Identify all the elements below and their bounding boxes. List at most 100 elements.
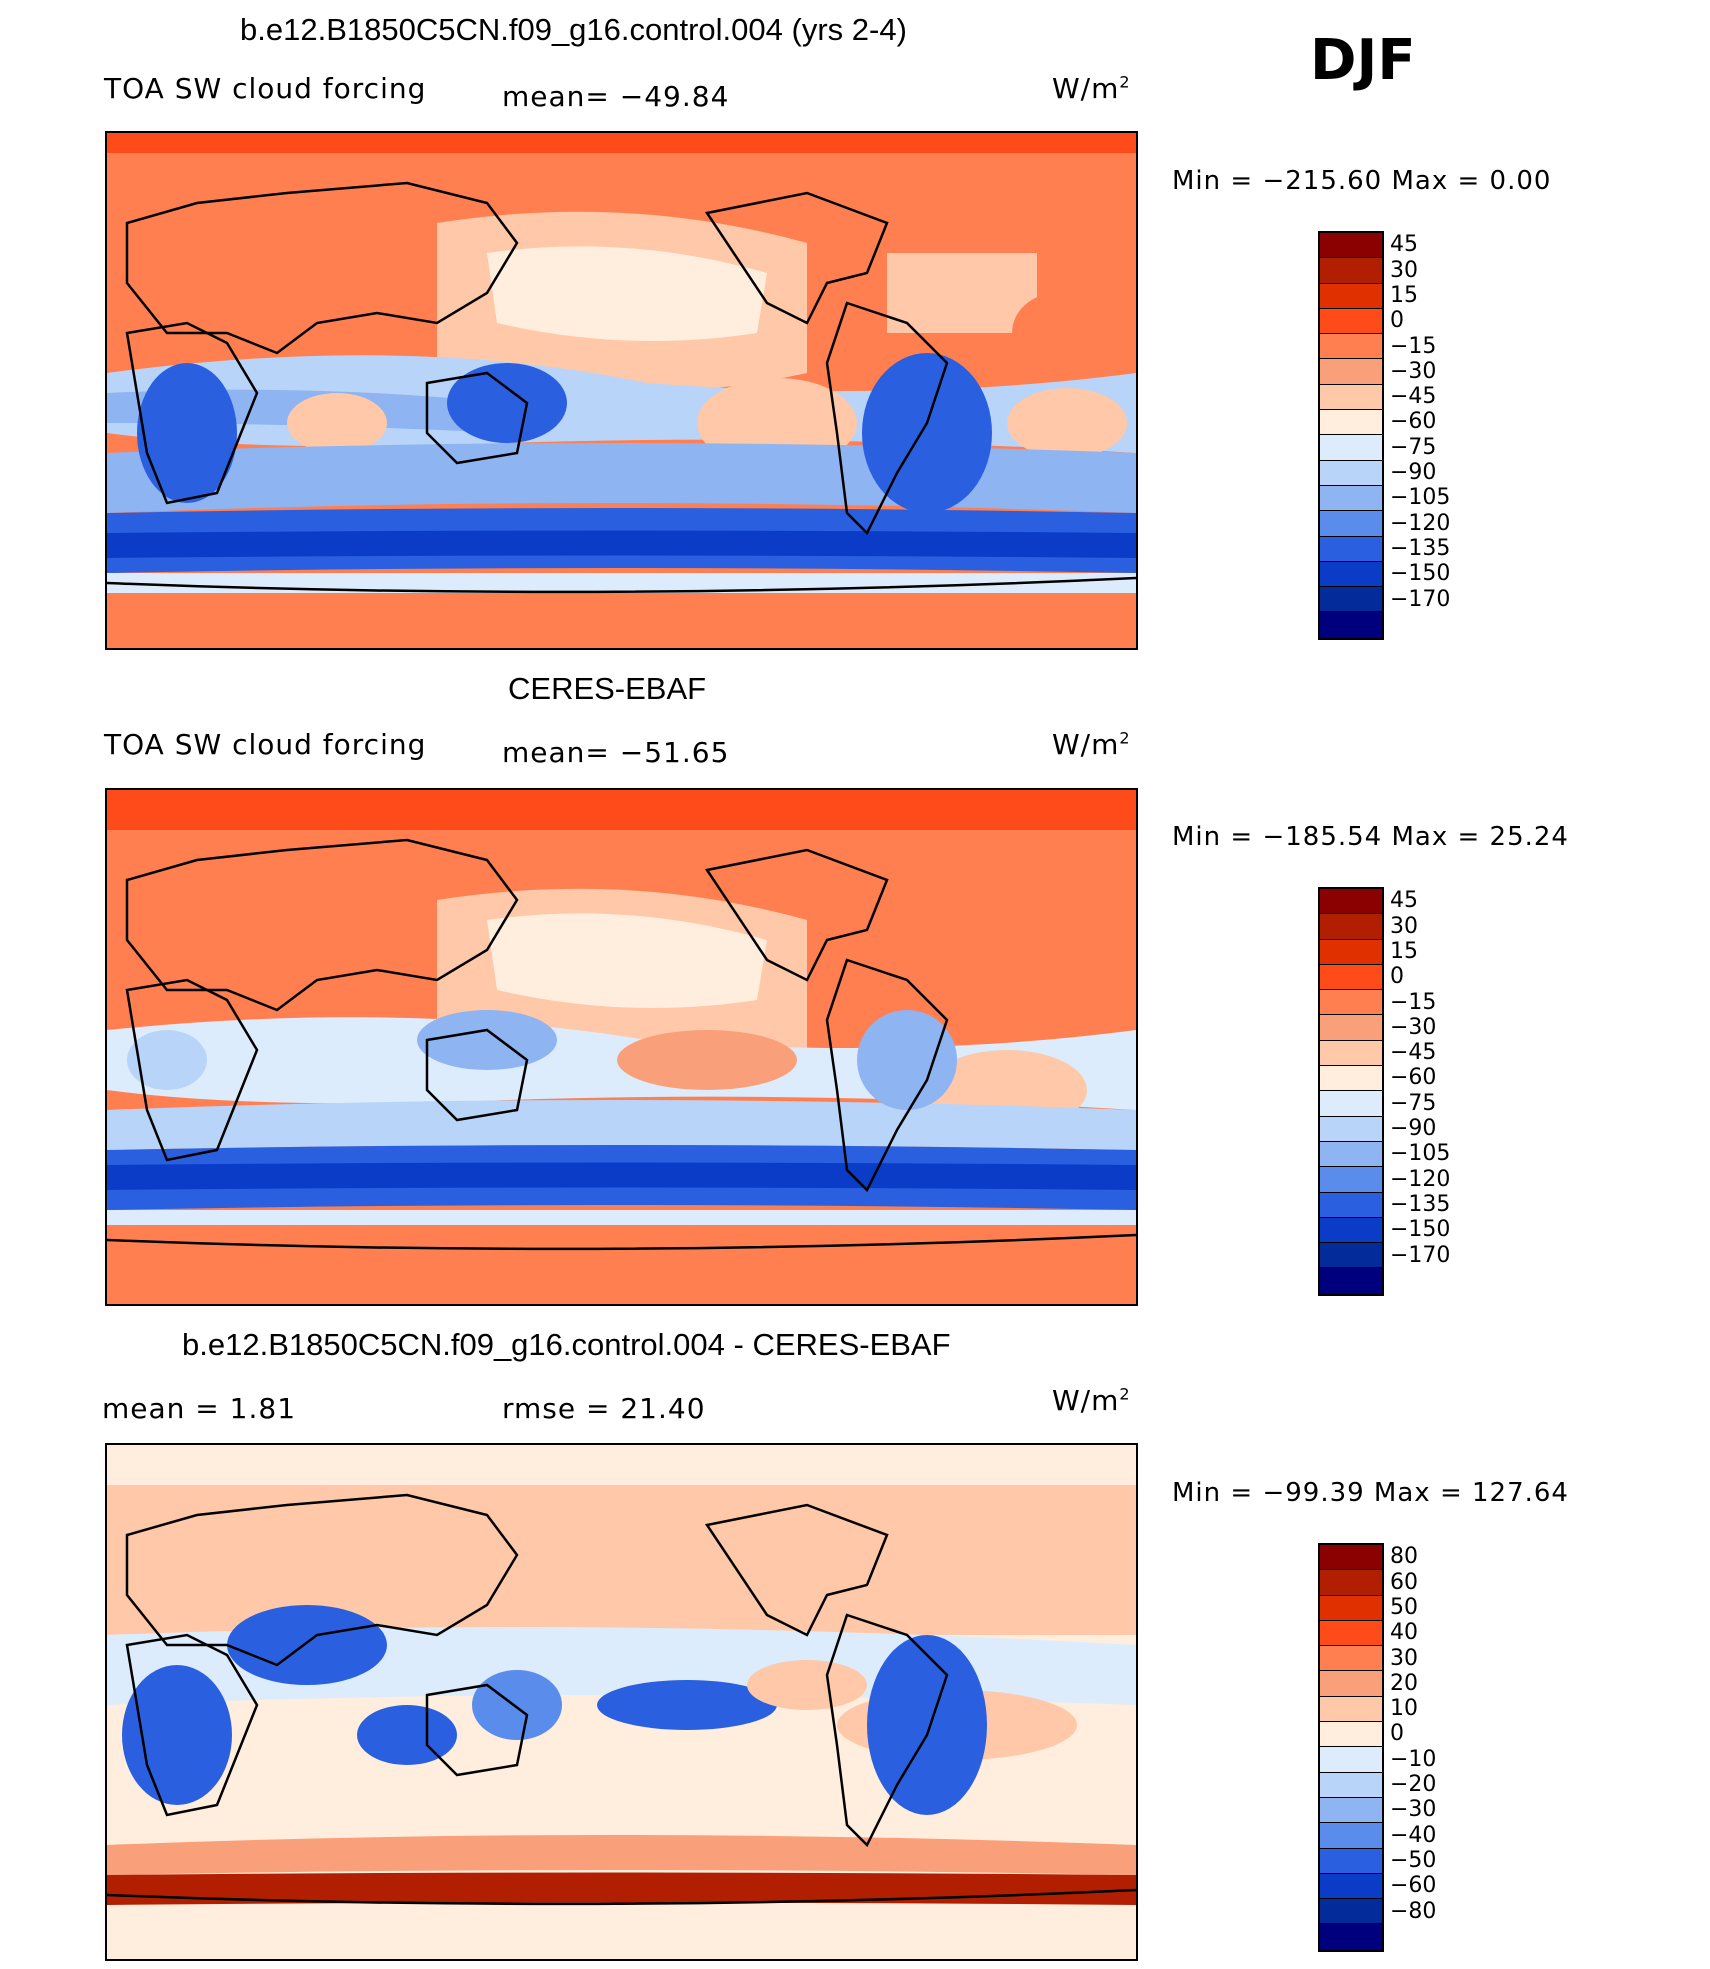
colorbar-tick-label: −40 xyxy=(1390,1822,1437,1848)
colorbar-swatch xyxy=(1320,612,1382,638)
panel-3-mean-label: mean = 1.81 xyxy=(102,1392,297,1425)
colorbar-swatch xyxy=(1320,1116,1382,1142)
colorbar-tick-label: 60 xyxy=(1390,1569,1418,1595)
panel-1-title: b.e12.B1850C5CN.f09_g16.control.004 (yrs… xyxy=(240,12,907,47)
colorbar-swatch xyxy=(1320,889,1382,915)
colorbar-swatch xyxy=(1320,1268,1382,1294)
colorbar-swatch xyxy=(1320,587,1382,613)
colorbar-tick-label: −10 xyxy=(1390,1746,1437,1772)
colorbar-swatch xyxy=(1320,1797,1382,1824)
season-label: DJF xyxy=(1310,28,1416,93)
colorbar-swatch xyxy=(1320,1066,1382,1092)
panel-3-rmse-label: rmse = 21.40 xyxy=(502,1392,706,1425)
panel-1-minmax: Min = −215.60 Max = 0.00 xyxy=(1172,166,1552,196)
colorbar-tick-label: −170 xyxy=(1390,1242,1451,1268)
colorbar-swatch xyxy=(1320,1595,1382,1621)
colorbar-swatch xyxy=(1320,1620,1382,1647)
colorbar-swatch xyxy=(1320,939,1382,965)
panel-1-colorbar xyxy=(1318,231,1384,640)
colorbar-tick-label: −150 xyxy=(1390,1217,1451,1243)
colorbar-tick-label: 15 xyxy=(1390,282,1418,308)
panel-2-title: CERES-EBAF xyxy=(508,671,707,706)
colorbar-tick-label: −50 xyxy=(1390,1847,1437,1873)
panel-1-units: W/m2 xyxy=(1052,72,1131,105)
panel-3-map-field xyxy=(107,1445,1136,1959)
colorbar-tick-label: −120 xyxy=(1390,1166,1451,1192)
colorbar-swatch xyxy=(1320,1167,1382,1193)
colorbar-tick-label: −60 xyxy=(1390,1873,1437,1899)
colorbar-swatch xyxy=(1320,1545,1382,1571)
panel-2-units: W/m2 xyxy=(1052,728,1131,761)
panel-1-map-field xyxy=(107,133,1136,648)
colorbar-swatch xyxy=(1320,334,1382,360)
colorbar-tick-label: 50 xyxy=(1390,1594,1418,1620)
panel-2-map-field xyxy=(107,790,1136,1304)
colorbar-swatch xyxy=(1320,1015,1382,1041)
colorbar-tick-label: 45 xyxy=(1390,888,1418,914)
colorbar-tick-label: −80 xyxy=(1390,1898,1437,1924)
colorbar-swatch xyxy=(1320,1899,1382,1925)
colorbar-swatch xyxy=(1320,258,1382,284)
colorbar-tick-label: −105 xyxy=(1390,1141,1451,1167)
colorbar-tick-label: 0 xyxy=(1390,308,1404,334)
colorbar-swatch xyxy=(1320,1772,1382,1798)
colorbar-swatch xyxy=(1320,485,1382,512)
colorbar-swatch xyxy=(1320,308,1382,335)
colorbar-swatch xyxy=(1320,1040,1382,1067)
colorbar-tick-label: −45 xyxy=(1390,384,1437,410)
colorbar-tick-label: 15 xyxy=(1390,938,1418,964)
colorbar-swatch xyxy=(1320,536,1382,562)
colorbar-swatch xyxy=(1320,1091,1382,1117)
colorbar-tick-label: 10 xyxy=(1390,1696,1418,1722)
colorbar-swatch xyxy=(1320,435,1382,461)
panel-3-minmax: Min = −99.39 Max = 127.64 xyxy=(1172,1478,1569,1508)
colorbar-swatch xyxy=(1320,410,1382,436)
panel-1-variable-label: TOA SW cloud forcing xyxy=(104,72,427,105)
colorbar-tick-label: −75 xyxy=(1390,434,1437,460)
colorbar-swatch xyxy=(1320,460,1382,486)
colorbar-swatch xyxy=(1320,511,1382,537)
panel-1-mean-label: mean= −49.84 xyxy=(502,80,730,113)
panel-3-title: b.e12.B1850C5CN.f09_g16.control.004 - CE… xyxy=(182,1327,951,1362)
colorbar-tick-label: 0 xyxy=(1390,964,1404,990)
colorbar-tick-label: −135 xyxy=(1390,1191,1451,1217)
panel-2-variable-label: TOA SW cloud forcing xyxy=(104,728,427,761)
colorbar-swatch xyxy=(1320,1243,1382,1269)
colorbar-swatch xyxy=(1320,1823,1382,1849)
colorbar-tick-label: −150 xyxy=(1390,561,1451,587)
colorbar-tick-label: 20 xyxy=(1390,1670,1418,1696)
colorbar-tick-label: −15 xyxy=(1390,333,1437,359)
colorbar-tick-label: −90 xyxy=(1390,1116,1437,1141)
colorbar-tick-label: 45 xyxy=(1390,232,1418,258)
colorbar-swatch xyxy=(1320,1192,1382,1218)
colorbar-swatch xyxy=(1320,384,1382,411)
colorbar-tick-label: 30 xyxy=(1390,913,1418,939)
panel-1-map xyxy=(105,131,1138,650)
colorbar-tick-label: 80 xyxy=(1390,1544,1418,1570)
colorbar-tick-label: −170 xyxy=(1390,586,1451,612)
colorbar-swatch xyxy=(1320,1646,1382,1672)
colorbar-swatch xyxy=(1320,1141,1382,1168)
colorbar-tick-label: −60 xyxy=(1390,1065,1437,1091)
panel-2-minmax: Min = −185.54 Max = 25.24 xyxy=(1172,822,1569,852)
colorbar-swatch xyxy=(1320,561,1382,588)
colorbar-swatch xyxy=(1320,359,1382,385)
panel-3-map xyxy=(105,1443,1138,1961)
colorbar-tick-label: 40 xyxy=(1390,1620,1418,1646)
colorbar-tick-label: −45 xyxy=(1390,1040,1437,1066)
panel-3-units: W/m2 xyxy=(1052,1384,1131,1417)
panel-2-map xyxy=(105,788,1138,1306)
colorbar-tick-label: −20 xyxy=(1390,1772,1437,1797)
colorbar-tick-label: −15 xyxy=(1390,989,1437,1015)
colorbar-tick-label: 0 xyxy=(1390,1721,1404,1747)
colorbar-tick-label: −30 xyxy=(1390,1797,1437,1823)
colorbar-swatch xyxy=(1320,990,1382,1016)
colorbar-tick-label: 30 xyxy=(1390,1645,1418,1671)
panel-2-colorbar xyxy=(1318,887,1384,1296)
colorbar-swatch xyxy=(1320,233,1382,259)
colorbar-swatch xyxy=(1320,1722,1382,1748)
colorbar-tick-label: −105 xyxy=(1390,485,1451,511)
colorbar-swatch xyxy=(1320,964,1382,991)
colorbar-swatch xyxy=(1320,1924,1382,1950)
panel-3-colorbar xyxy=(1318,1543,1384,1952)
